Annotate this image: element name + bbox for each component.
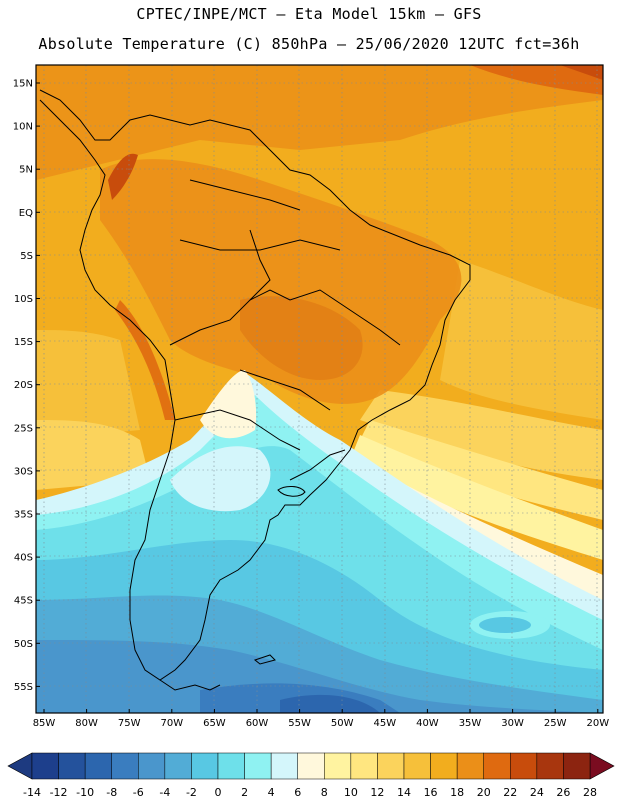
colorbar-swatch bbox=[483, 752, 511, 780]
colorbar-label: 18 bbox=[450, 786, 464, 799]
colorbar-label: 14 bbox=[397, 786, 411, 799]
colorbar-label: 4 bbox=[268, 786, 275, 799]
temperature-field bbox=[36, 65, 603, 713]
colorbar-label: -6 bbox=[133, 786, 144, 799]
graticule bbox=[36, 65, 603, 713]
colorbar-swatch bbox=[111, 752, 139, 780]
colorbar-swatch bbox=[31, 752, 59, 780]
colorbar-swatch bbox=[563, 752, 591, 780]
colorbar-label: 26 bbox=[556, 786, 570, 799]
colorbar-label: 20 bbox=[477, 786, 491, 799]
lon-label: 55W bbox=[288, 718, 311, 729]
colorbar-label: 6 bbox=[294, 786, 301, 799]
longitude-labels: 85W 80W 75W 70W 65W 60W 55W 50W 45W 40W 35W 30W 25W 2… bbox=[33, 709, 609, 729]
lon-label: 25W bbox=[544, 718, 567, 729]
lat-label: 5N bbox=[19, 165, 33, 176]
lat-label: 55S bbox=[14, 682, 33, 693]
map-frame bbox=[35, 64, 604, 714]
lon-label: 85W bbox=[33, 718, 56, 729]
colorbar-label: -14 bbox=[23, 786, 41, 799]
lat-label: 15S bbox=[14, 337, 33, 348]
colorbar-label: -2 bbox=[186, 786, 197, 799]
colorbar-label: -8 bbox=[106, 786, 117, 799]
colorbar-swatch bbox=[270, 752, 298, 780]
colorbar-swatch bbox=[536, 752, 564, 780]
colorbar-swatch bbox=[297, 752, 325, 780]
colorbar-label: 22 bbox=[503, 786, 517, 799]
chart-title-line-1: CPTEC/INPE/MCT – Eta Model 15km – GFS bbox=[136, 5, 482, 23]
colorbar-swatch bbox=[84, 752, 112, 780]
colorbar-swatch bbox=[217, 752, 245, 780]
lon-label: 60W bbox=[246, 718, 269, 729]
colorbar-label: 2 bbox=[241, 786, 248, 799]
lat-label: 5S bbox=[20, 251, 33, 262]
lat-label: 20S bbox=[14, 380, 33, 391]
colorbar-swatch bbox=[244, 752, 272, 780]
colorbar-swatch bbox=[350, 752, 378, 780]
lat-label: 45S bbox=[14, 596, 33, 607]
colorbar-label: -10 bbox=[76, 786, 94, 799]
lon-label: 50W bbox=[331, 718, 354, 729]
lat-label: 15N bbox=[13, 79, 33, 90]
colorbar-label: 12 bbox=[370, 786, 384, 799]
lon-label: 45W bbox=[373, 718, 396, 729]
colorbar-swatch bbox=[430, 752, 458, 780]
colorbar-label: 24 bbox=[530, 786, 544, 799]
colorbar-swatch bbox=[377, 752, 405, 780]
chart-title-line-2: Absolute Temperature (C) 850hPa – 25/06/… bbox=[38, 35, 580, 53]
lon-label: 65W bbox=[203, 718, 226, 729]
colorbar-swatch bbox=[456, 752, 484, 780]
lon-label: 35W bbox=[459, 718, 482, 729]
colorbar-label: 10 bbox=[344, 786, 358, 799]
lat-label: 35S bbox=[14, 510, 33, 521]
colorbar-swatch bbox=[58, 752, 86, 780]
colorbar-label: 16 bbox=[424, 786, 438, 799]
colorbar-label: 0 bbox=[215, 786, 222, 799]
lon-label: 75W bbox=[118, 718, 141, 729]
colorbar-max-triangle bbox=[589, 752, 615, 780]
colorbar-label: 28 bbox=[583, 786, 597, 799]
colorbar-swatch bbox=[191, 752, 219, 780]
colorbar-swatch bbox=[403, 752, 431, 780]
lat-label: 10N bbox=[13, 122, 33, 133]
colorbar-label: -12 bbox=[50, 786, 68, 799]
colorbar-label: -4 bbox=[159, 786, 170, 799]
colorbar-swatch bbox=[324, 752, 352, 780]
colorbar-min-triangle bbox=[7, 752, 33, 780]
lat-label: 30S bbox=[14, 466, 33, 477]
colorbar-swatch bbox=[138, 752, 166, 780]
lat-label: EQ bbox=[19, 208, 33, 219]
colorbar-swatch bbox=[164, 752, 192, 780]
lat-label: 25S bbox=[14, 423, 33, 434]
lon-label: 70W bbox=[160, 718, 183, 729]
colorbar: -14 -12 -10 -8 -6 -4 -2 0 2 4 6 8 10 12 14 16 18 20 22 24 26… bbox=[7, 752, 615, 799]
lat-label: 50S bbox=[14, 639, 33, 650]
lon-label: 80W bbox=[75, 718, 98, 729]
lon-label: 30W bbox=[501, 718, 524, 729]
lat-label: 40S bbox=[14, 553, 33, 564]
colorbar-swatch bbox=[510, 752, 538, 780]
lon-label: 40W bbox=[416, 718, 439, 729]
lon-label: 20W bbox=[586, 718, 609, 729]
latitude-labels: 15N 10N 5N EQ 5S 10S 15S 20S 25S 30S 35S 40S 45S 50S 5… bbox=[13, 79, 40, 693]
colorbar-label: 8 bbox=[321, 786, 328, 799]
coastlines-and-borders bbox=[39, 89, 471, 691]
lat-label: 10S bbox=[14, 294, 33, 305]
